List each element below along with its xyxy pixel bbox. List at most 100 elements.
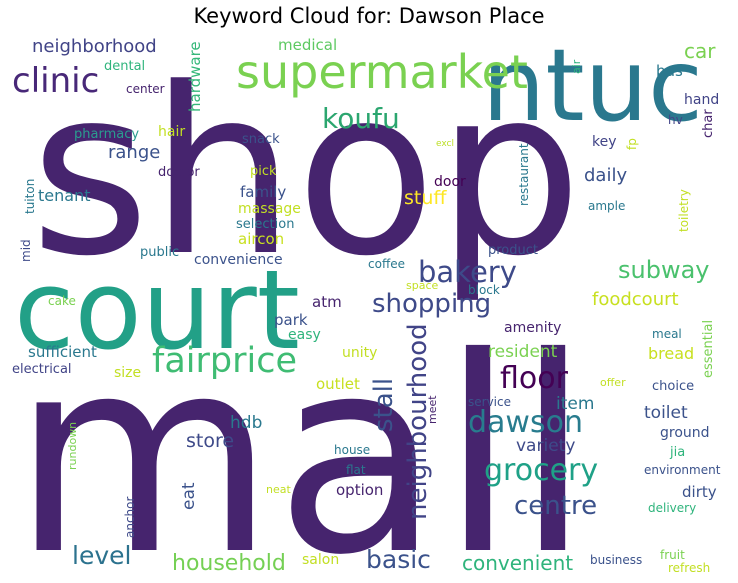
word-neighbourhood: neighbourhood [403,323,433,520]
word-household: household [172,551,286,576]
word-neighborhood: neighborhood [32,36,157,57]
word-door: door [434,174,466,190]
word-hardware: hardware [186,41,204,112]
word-public: public [140,245,179,260]
word-delivery: delivery [648,501,696,515]
word-meet: meet [426,395,439,424]
word-ground: ground [660,425,710,441]
word-size: size [114,365,141,381]
word-hv: hv [668,113,683,127]
word-grocery: grocery [484,453,598,488]
word-family: family [240,183,286,201]
word-basic: basic [366,545,431,574]
word-environment: environment [644,463,721,477]
word-tenant: tenant [38,186,90,205]
word-foodcourt: foodcourt [592,289,679,310]
word-aircon: aircon [238,230,284,248]
word-selection: selection [236,217,294,232]
word-eat: eat [179,482,199,510]
word-hair: hair [158,124,185,140]
word-variety: variety [516,436,575,456]
word-doctor: doctor [158,165,200,180]
word-medical: medical [278,36,337,54]
word-salon: salon [302,552,339,568]
word-subway: subway [618,256,710,284]
word-hand: hand [684,92,719,108]
word-hdb: hdb [230,413,262,433]
word-ntuc: ntuc [482,27,703,144]
word-stuff: stuff [404,187,447,209]
word-refresh: refresh [668,561,710,575]
word-stall: stall [369,378,399,432]
word-excl: excl [436,139,454,149]
word-coffee: coffee [368,257,405,271]
word-cake: cake [48,294,76,308]
word-supermarket: supermarket [236,45,528,99]
word-rundown: rundown [66,422,79,470]
word-toilet: toilet [644,403,688,423]
word-product: product [488,243,538,258]
word-pharmacy: pharmacy [74,127,139,142]
word-amenity: amenity [504,320,561,336]
word-essential: essential [701,320,716,378]
word-bus: bus [656,62,683,80]
word-business: business [590,553,642,567]
word-restaurant: restaurant [517,143,531,206]
word-unity: unity [342,345,377,361]
word-fairprice: fairprice [152,341,297,381]
word-toiletry: toiletry [677,189,691,232]
word-key: key [592,134,617,150]
word-char: char [701,109,716,138]
word-ample: ample [588,199,625,213]
word-outlet: outlet [316,375,360,393]
word-sufficient: sufficient [28,343,97,361]
word-mall: mall [12,299,591,583]
word-block: block [468,283,500,297]
word-choice: choice [652,379,694,394]
word-jia: jia [669,445,685,460]
word-atm: atm [312,293,342,311]
word-koufu: koufu [322,102,400,135]
word-air: air [570,59,583,74]
word-pick: pick [250,164,277,179]
word-space: space [406,279,439,292]
word-court: court [14,246,300,374]
word-flat: flat [346,463,366,477]
word-house: house [334,443,370,457]
word-store: store [186,430,234,452]
word-daily: daily [584,165,627,186]
word-clinic: clinic [12,61,99,101]
word-option: option [336,481,383,499]
word-dirty: dirty [682,483,717,501]
word-electrical: electrical [12,362,72,377]
word-mid: mid [19,239,33,262]
word-fp: fp [625,138,639,150]
word-level: level [72,541,131,570]
word-range: range [108,142,160,163]
word-snack: snack [242,132,280,147]
word-service: service [468,395,511,409]
word-shopping: shopping [372,289,491,319]
word-park: park [274,311,308,329]
word-dawson: dawson [468,405,583,440]
word-meal: meal [652,327,682,341]
word-floor: floor [500,361,569,396]
word-bakery: bakery [418,255,517,289]
word-offer: offer [600,376,626,389]
word-shop: shop [30,40,582,307]
word-item: item [556,394,594,414]
word-tuiton: tuiton [23,179,37,214]
word-centre: centre [514,491,597,521]
word-dental: dental [104,59,145,74]
word-fruit: fruit [660,548,685,562]
word-massage: massage [238,201,301,217]
word-convenience: convenience [194,252,283,268]
word-car: car [684,39,716,63]
word-anchor: anchor [123,496,137,538]
word-neat: neat [266,483,291,496]
chart-title: Keyword Cloud for: Dawson Place [193,4,545,28]
word-resident: resident [488,342,558,362]
word-center: center [126,82,165,96]
word-easy: easy [288,327,321,343]
